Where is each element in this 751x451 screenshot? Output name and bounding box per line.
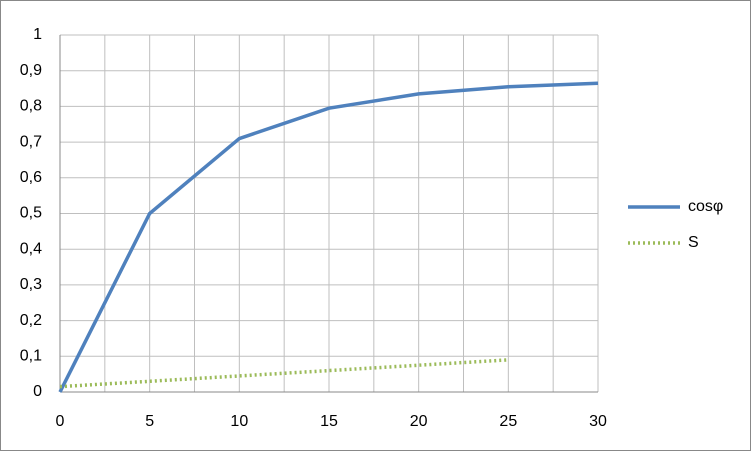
legend-label: S [688, 234, 699, 251]
y-tick-label: 1 [33, 26, 42, 43]
y-tick-label: 0,4 [20, 240, 42, 257]
y-tick-label: 0 [33, 383, 42, 400]
x-tick-label: 20 [410, 413, 428, 430]
x-tick-label: 30 [589, 413, 607, 430]
y-tick-label: 0,3 [20, 276, 42, 293]
y-tick-label: 0,7 [20, 133, 42, 150]
y-tick-label: 0,5 [20, 205, 42, 222]
y-tick-label: 0,6 [20, 169, 42, 186]
x-tick-label: 15 [320, 413, 338, 430]
y-tick-label: 0,1 [20, 348, 42, 365]
y-tick-label: 0,9 [20, 62, 42, 79]
x-tick-label: 5 [145, 413, 154, 430]
y-tick-label: 0,2 [20, 312, 42, 329]
series-line [58, 81, 599, 393]
x-tick-label: 0 [56, 413, 65, 430]
x-tick-label: 25 [499, 413, 517, 430]
x-tick-label: 10 [230, 413, 248, 430]
y-tick-label: 0,8 [20, 98, 42, 115]
legend-label: cosφ [688, 198, 723, 215]
